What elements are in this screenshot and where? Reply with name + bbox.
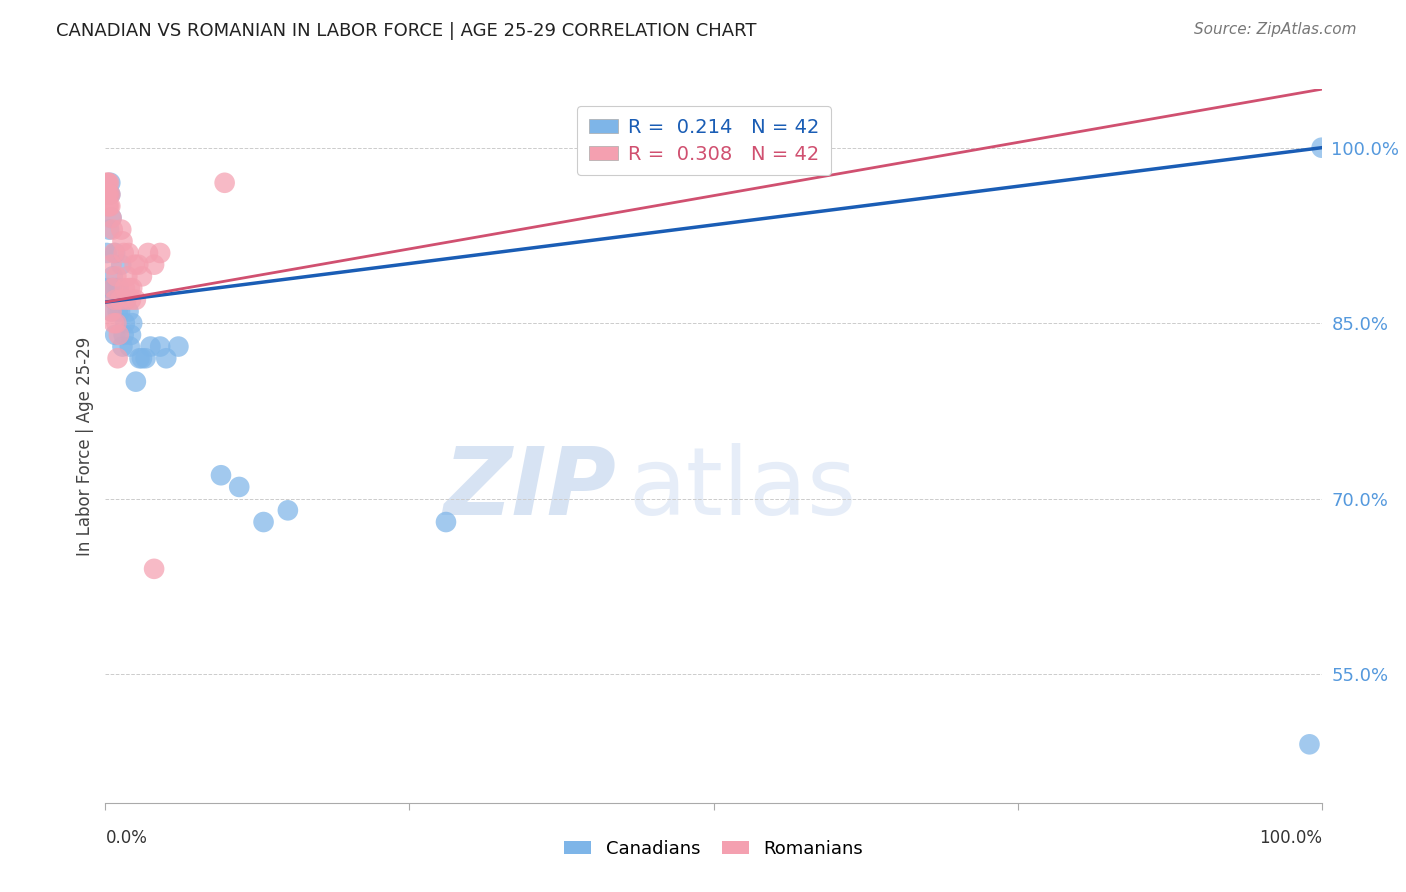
Point [111, 234, 134, 248]
Point [112, 327, 135, 342]
Point [98, 187, 121, 202]
Point [252, 515, 274, 529]
Point [115, 293, 138, 307]
Point [118, 281, 141, 295]
Point [104, 246, 127, 260]
Text: Source: ZipAtlas.com: Source: ZipAtlas.com [1194, 22, 1357, 37]
Point [112, 246, 135, 260]
Point [214, 176, 236, 190]
Text: 100.0%: 100.0% [1258, 829, 1322, 847]
Point [100, 304, 122, 318]
Point [101, 269, 124, 284]
Point [125, 375, 148, 389]
Point [114, 281, 136, 295]
Point [149, 340, 172, 354]
Point [115, 293, 138, 307]
Point [149, 246, 172, 260]
Text: 0.0%: 0.0% [105, 829, 148, 847]
Point [103, 246, 125, 260]
Point [143, 258, 166, 272]
Point [101, 281, 124, 295]
Point [120, 293, 142, 307]
Text: CANADIAN VS ROMANIAN IN LABOR FORCE | AGE 25-29 CORRELATION CHART: CANADIAN VS ROMANIAN IN LABOR FORCE | AG… [56, 22, 756, 40]
Point [155, 351, 177, 366]
Point [96, 246, 118, 260]
Point [103, 316, 125, 330]
Point [98, 187, 121, 202]
Point [100, 211, 122, 225]
Point [228, 480, 250, 494]
Point [121, 281, 143, 295]
Point [167, 340, 190, 354]
Point [434, 515, 457, 529]
Point [98, 176, 121, 190]
Point [98, 176, 121, 190]
Point [110, 222, 132, 236]
Point [139, 340, 162, 354]
Point [105, 316, 128, 330]
Point [97, 281, 120, 295]
Point [107, 293, 129, 307]
Point [209, 468, 232, 483]
Point [104, 293, 127, 307]
Point [135, 351, 157, 366]
Point [108, 281, 131, 295]
Point [127, 258, 149, 272]
Y-axis label: In Labor Force | Age 25-29: In Labor Force | Age 25-29 [76, 336, 94, 556]
Point [97, 176, 120, 190]
Point [96, 176, 118, 190]
Point [98, 187, 121, 202]
Point [105, 281, 128, 295]
Point [124, 258, 146, 272]
Text: atlas: atlas [628, 442, 856, 535]
Point [128, 351, 150, 366]
Point [98, 187, 121, 202]
Point [103, 293, 125, 307]
Point [100, 304, 122, 318]
Point [101, 281, 124, 295]
Point [96, 187, 118, 202]
Point [117, 269, 139, 284]
Point [111, 340, 134, 354]
Point [131, 351, 153, 366]
Point [117, 246, 139, 260]
Text: ZIP: ZIP [443, 442, 616, 535]
Point [108, 293, 131, 307]
Point [118, 340, 141, 354]
Point [136, 246, 159, 260]
Point [114, 316, 136, 330]
Point [120, 327, 142, 342]
Point [98, 222, 121, 236]
Point [131, 269, 153, 284]
Point [121, 316, 143, 330]
Point [1298, 737, 1320, 751]
Point [108, 304, 131, 318]
Point [100, 211, 122, 225]
Point [100, 258, 122, 272]
Legend: Canadians, Romanians: Canadians, Romanians [557, 833, 870, 865]
Point [107, 304, 129, 318]
Point [143, 562, 166, 576]
Point [98, 199, 121, 213]
Point [108, 327, 131, 342]
Point [1310, 141, 1333, 155]
Point [107, 351, 129, 366]
Point [97, 199, 120, 213]
Point [98, 199, 121, 213]
Point [277, 503, 299, 517]
Point [110, 258, 132, 272]
Point [125, 293, 148, 307]
Point [104, 327, 127, 342]
Point [105, 269, 128, 284]
Point [97, 187, 120, 202]
Point [117, 304, 139, 318]
Point [101, 222, 124, 236]
